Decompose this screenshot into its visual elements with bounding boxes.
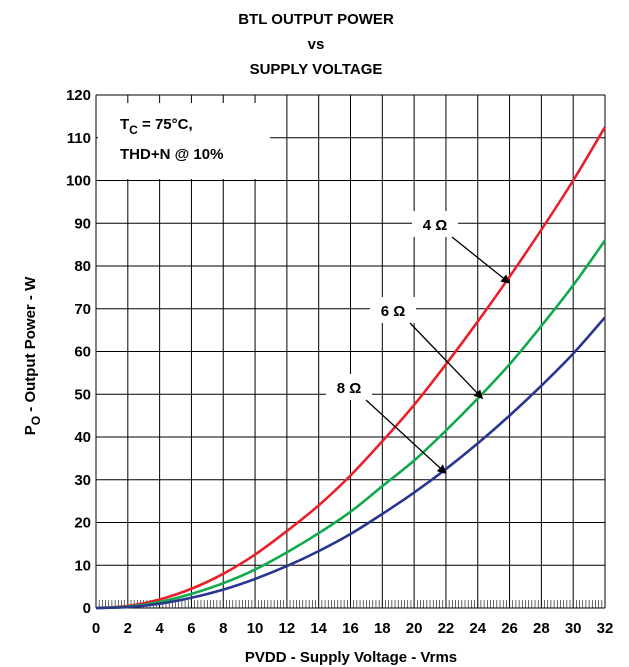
x-tick-label: 4: [155, 620, 164, 637]
y-tick-label: 100: [66, 173, 91, 190]
y-tick-label: 10: [74, 557, 91, 574]
x-tick-label: 12: [279, 620, 296, 637]
x-tick-label: 26: [501, 620, 518, 637]
conditions-line-1: TC = 75°C,: [120, 116, 193, 137]
minor-ticks: [95, 600, 606, 608]
conditions-line-2: THD+N @ 10%: [120, 146, 223, 163]
callouts: 4 Ω 6 Ω 8 Ω: [326, 211, 511, 474]
tc-rest: = 75°C,: [138, 116, 193, 133]
conditions-box-bg: [98, 103, 270, 179]
x-tick-label: 18: [374, 620, 391, 637]
conditions-box: TC = 75°C, THD+N @ 10%: [98, 103, 270, 179]
y-tick-label: 90: [74, 215, 91, 232]
y-tick-label: 30: [74, 472, 91, 489]
title-line-2: vs: [308, 36, 325, 53]
y-label-rest: - Output Power - W: [22, 276, 39, 416]
y-tick-label: 60: [74, 344, 91, 361]
callout-arrow: [451, 236, 511, 284]
callout-bg: [370, 297, 416, 323]
series-line-3: [95, 316, 606, 610]
x-tick-label: 6: [187, 620, 195, 637]
tick-labels: 0 2 4 6 8 10 12 14 16 18 20 22 24 26 28 30 3201020304050…: [66, 87, 613, 637]
tc-sub: C: [129, 123, 138, 137]
y-tick-label: 0: [83, 600, 91, 617]
callout-label: 6 Ω: [381, 303, 406, 320]
x-tick-label: 24: [469, 620, 486, 637]
y-tick-label: 20: [74, 515, 91, 532]
x-tick-label: 22: [438, 620, 455, 637]
callout-bg: [412, 211, 458, 237]
x-tick-label: 14: [310, 620, 327, 637]
title-line-1: BTL OUTPUT POWER: [238, 11, 394, 28]
y-tick-label: 110: [67, 130, 91, 147]
y-label-main: P: [22, 425, 39, 435]
x-tick-label: 20: [406, 620, 423, 637]
y-tick-label: 40: [74, 429, 91, 446]
tc-main: T: [120, 116, 129, 133]
x-tick-label: 32: [597, 620, 614, 637]
x-tick-label: 10: [247, 620, 264, 637]
callout-label: 4 Ω: [423, 217, 448, 234]
x-tick-label: 8: [219, 620, 227, 637]
x-tick-label: 16: [342, 620, 359, 637]
y-tick-label: 70: [74, 301, 91, 318]
callout-label: 8 Ω: [337, 380, 362, 397]
x-tick-label: 0: [92, 620, 100, 637]
title-line-3: SUPPLY VOLTAGE: [250, 61, 383, 78]
chart-title: BTL OUTPUT POWER vs SUPPLY VOLTAGE: [238, 11, 394, 78]
x-tick-label: 28: [533, 620, 550, 637]
y-tick-label: 120: [66, 87, 91, 104]
x-tick-label: 30: [565, 620, 582, 637]
callout-bg: [326, 374, 372, 400]
y-tick-label: 50: [74, 386, 91, 403]
series-line-1: [95, 126, 607, 610]
callout-arrow: [409, 322, 484, 400]
x-tick-label: 2: [124, 620, 132, 637]
x-axis-label: PVDD - Supply Voltage - Vrms: [245, 649, 457, 666]
y-axis-label: PO - Output Power - W: [22, 276, 43, 435]
series: [95, 126, 607, 610]
series-line-2: [95, 239, 607, 610]
callout-arrow: [365, 399, 447, 474]
y-tick-label: 80: [74, 258, 91, 275]
y-label-sub: O: [29, 416, 43, 425]
